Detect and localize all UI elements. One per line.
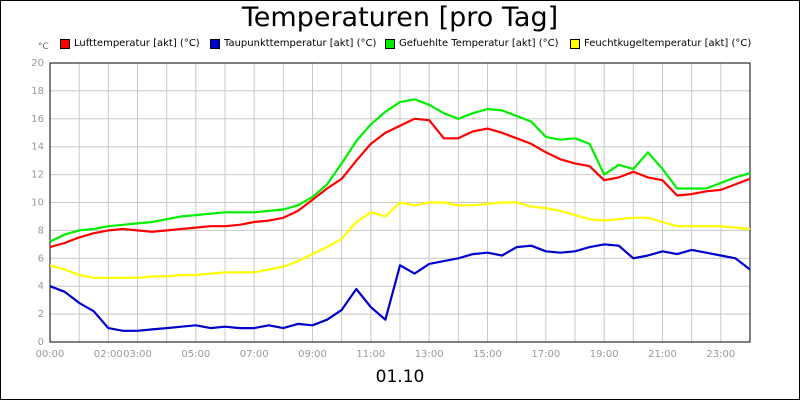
legend-item-feuchtkugeltemperatur: Feuchtkugeltemperatur [akt] (°C): [570, 38, 751, 49]
y-tick-label: 4: [38, 281, 44, 292]
series-line-3: [49, 201, 751, 279]
y-tick-label: 14: [31, 142, 44, 153]
series-line-2: [49, 98, 751, 243]
legend-swatch-gefuehlte-temperatur: [385, 38, 395, 49]
y-tick-label: 2: [38, 309, 44, 320]
series-line-0: [49, 117, 751, 249]
y-tick-label: 0: [38, 337, 44, 348]
y-tick-label: 12: [31, 170, 44, 181]
date-label: 01.10: [375, 367, 425, 387]
y-tick-label: 10: [31, 198, 44, 209]
x-tick-label: 13:00: [415, 349, 444, 360]
legend-swatch-feuchtkugeltemperatur: [570, 38, 580, 49]
legend-label-gefuehlte-temperatur: Gefuehlte Temperatur [akt] (°C): [399, 38, 559, 49]
y-tick-label: 20: [31, 58, 44, 69]
legend-item-lufttemperatur: Lufttemperatur [akt] (°C): [60, 38, 200, 49]
legend-item-gefuehlte-temperatur: Gefuehlte Temperatur [akt] (°C): [385, 38, 558, 49]
x-tick-label: 00:00: [36, 349, 65, 360]
x-tick-label: 19:00: [590, 349, 619, 360]
y-tick-label: 16: [31, 114, 44, 125]
legend-label-lufttemperatur: Lufttemperatur [akt] (°C): [74, 38, 200, 49]
x-tick-label: 17:00: [531, 349, 560, 360]
x-tick-label: 05:00: [181, 349, 210, 360]
series-line-1: [49, 243, 751, 332]
x-tick-label: 09:00: [298, 349, 327, 360]
x-tick-label: 03:00: [123, 349, 152, 360]
legend-item-taupunkttemperatur: Taupunkttemperatur [akt] (°C): [210, 38, 376, 49]
x-tick-label: 15:00: [473, 349, 502, 360]
y-tick-label: 6: [38, 253, 44, 264]
x-tick-label: 02:00: [94, 349, 123, 360]
plot-border: [49, 62, 751, 343]
legend-swatch-taupunkttemperatur: [210, 38, 220, 49]
legend-label-taupunkttemperatur: Taupunkttemperatur [akt] (°C): [224, 38, 377, 49]
x-tick-label: 21:00: [648, 349, 677, 360]
legend-label-feuchtkugeltemperatur: Feuchtkugeltemperatur [akt] (°C): [584, 38, 752, 49]
x-tick-label: 23:00: [706, 349, 735, 360]
y-tick-label: 8: [38, 225, 44, 236]
legend-swatch-lufttemperatur: [60, 38, 70, 49]
x-tick-label: 07:00: [240, 349, 269, 360]
x-tick-label: 11:00: [356, 349, 385, 360]
chart-title: Temperaturen [pro Tag]: [241, 2, 559, 33]
y-tick-label: 18: [31, 86, 44, 97]
y-axis-unit-label: °C: [38, 42, 49, 52]
